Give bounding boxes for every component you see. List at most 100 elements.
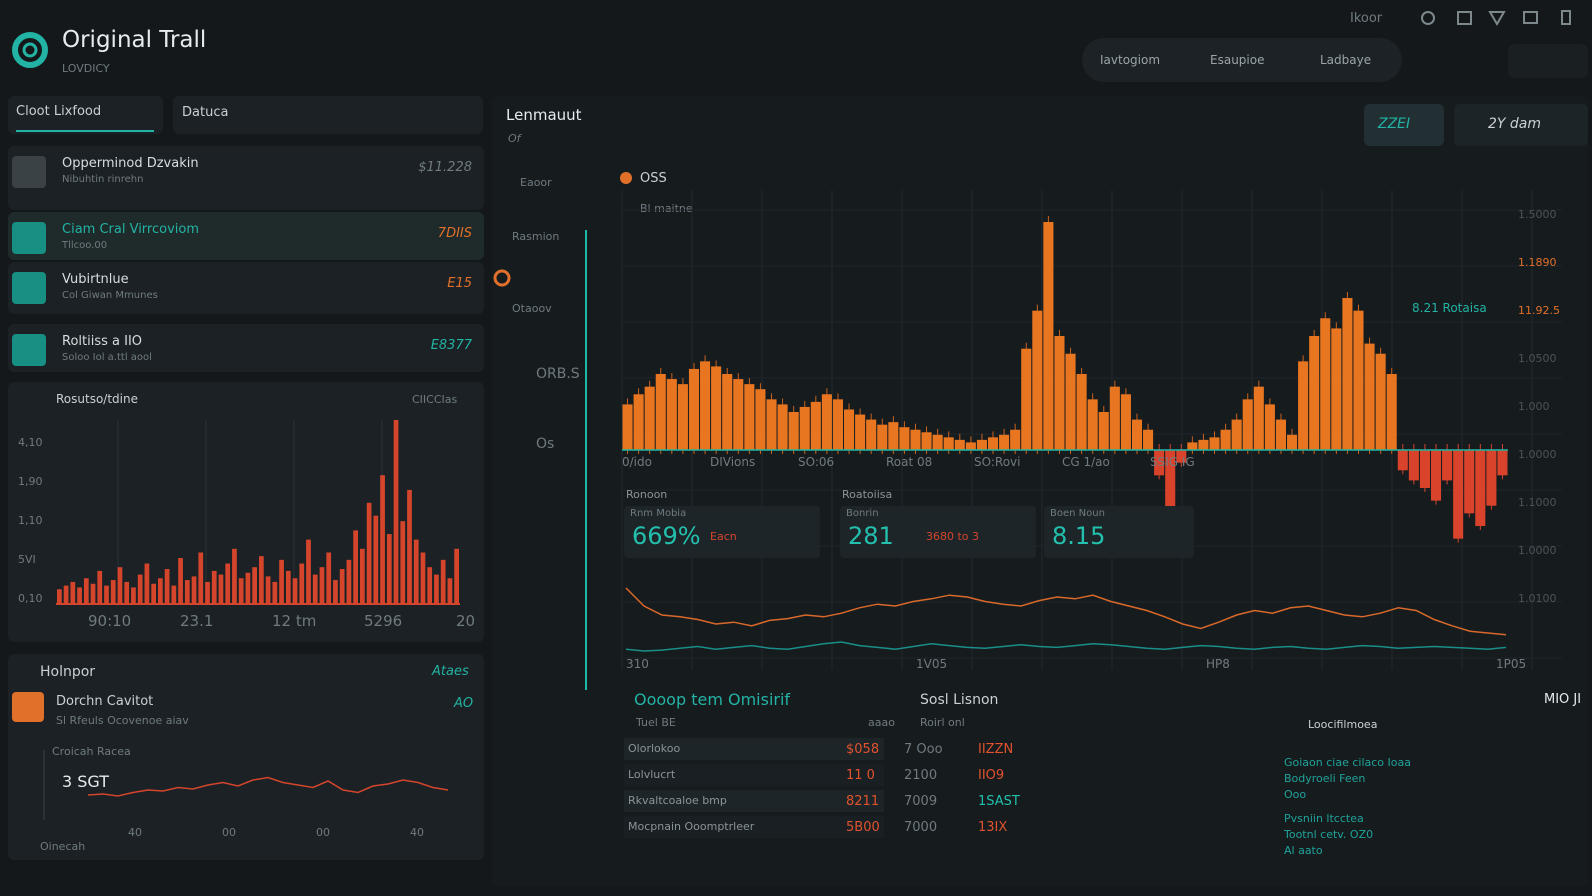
range-button-label[interactable]: 2Y dam <box>1488 116 1542 132</box>
bar <box>799 406 810 450</box>
bar <box>90 583 96 604</box>
bar <box>844 409 855 450</box>
nav-tab[interactable]: Iavtogiom <box>1100 53 1161 67</box>
bar <box>1331 328 1342 450</box>
helper-chart-title: Croicah Racea <box>52 745 131 758</box>
helper-action[interactable]: Ataes <box>432 664 469 679</box>
bar <box>1353 310 1364 450</box>
list-item-sub: Col Giwan Mmunes <box>62 290 158 301</box>
bar <box>1375 353 1386 450</box>
bar <box>353 530 358 604</box>
table-cell: IIZZN <box>978 742 1014 757</box>
x-tick-label: 90:10 <box>88 612 131 630</box>
bar <box>1397 450 1408 471</box>
bar <box>644 386 655 450</box>
bar <box>440 559 446 604</box>
bar <box>380 475 385 604</box>
sidebar-tab[interactable] <box>8 96 163 134</box>
nav-tab[interactable]: Ladbaye <box>1320 53 1372 67</box>
range-button-label[interactable]: ZZEI <box>1378 116 1411 132</box>
bar <box>178 558 183 604</box>
bar <box>1419 450 1430 488</box>
line <box>625 587 1507 636</box>
bar <box>110 580 116 604</box>
sidebar-tab-label[interactable]: Datuca <box>182 105 229 120</box>
nav-tab[interactable]: Esaupioe <box>1210 53 1265 67</box>
bar <box>373 515 379 604</box>
y-tick-label: 1.0000 <box>1518 448 1557 461</box>
bar <box>205 581 210 604</box>
legend-item: Eaoor <box>520 176 552 189</box>
bar <box>788 412 799 450</box>
bar <box>279 559 284 604</box>
bar <box>252 567 257 604</box>
user-name[interactable]: Ikoor <box>1350 11 1383 26</box>
line <box>87 776 449 797</box>
helper-footer[interactable]: Oinecah <box>40 840 86 853</box>
bar <box>1453 450 1464 539</box>
sidebar-tab-label[interactable]: Cloot Lixfood <box>16 104 102 119</box>
bar <box>346 559 352 604</box>
kpi-caption: Rnm Mobia <box>630 508 687 519</box>
note-line: Ooo <box>1284 788 1307 801</box>
list-item-value: $11.228 <box>418 160 472 175</box>
bar <box>1209 437 1220 450</box>
list-item[interactable] <box>8 324 484 372</box>
x-tick-label: 5296 <box>364 612 402 630</box>
legend-swatch <box>620 172 632 184</box>
annotation: 8.21 Rotaisa <box>1412 301 1487 315</box>
bar <box>1231 419 1242 450</box>
helper-item-sub: Sl Rfeuls Ocovenoe aiav <box>56 714 189 727</box>
list-item-sub: Nibuhtin rinrehn <box>62 174 144 185</box>
bar <box>1198 439 1209 450</box>
bar <box>954 439 965 450</box>
bar <box>711 366 722 450</box>
bar <box>999 434 1010 450</box>
sidebar-tab[interactable] <box>173 96 483 134</box>
table-cell: Mocpnain Ooomptrleer <box>628 820 755 833</box>
range-button[interactable] <box>1364 104 1444 146</box>
note-line: Goiaon ciae cilaco Ioaa <box>1284 756 1411 769</box>
list-item-value: E8377 <box>430 338 472 353</box>
bar <box>855 414 866 450</box>
table-cell: Olorlokoo <box>628 742 681 755</box>
sidebar-chart-title: Rosutso/tdine <box>56 392 138 406</box>
bar <box>158 578 163 604</box>
nav-arrows[interactable] <box>1508 44 1588 78</box>
app-subtitle: LOVDICY <box>62 62 110 75</box>
bar <box>1032 310 1043 450</box>
bar <box>407 489 412 604</box>
list-icon <box>12 334 46 366</box>
bar <box>137 574 143 604</box>
side-label: Rasmion <box>512 230 559 243</box>
list-item[interactable] <box>8 146 484 210</box>
kpi-note: Eacn <box>710 530 737 543</box>
kpi-caption: Bonrin <box>846 508 879 519</box>
marker <box>493 269 511 287</box>
bar <box>1043 222 1054 450</box>
list-item[interactable] <box>8 212 484 260</box>
table-cell: 7009 <box>904 794 938 809</box>
bar <box>198 552 204 604</box>
bar <box>1253 386 1264 450</box>
bar <box>700 361 711 450</box>
x-tick-label: SO:Rovi <box>974 455 1020 469</box>
list-item[interactable] <box>8 262 484 314</box>
range-button[interactable] <box>1454 104 1588 146</box>
bar <box>83 578 89 604</box>
bar <box>1187 442 1198 450</box>
side-label: Otaoov <box>512 302 552 315</box>
bar <box>832 399 843 450</box>
note-line: Pvsniin ltcctea <box>1284 812 1364 825</box>
x-tick-label: 12 tm <box>272 612 316 630</box>
x-tick-label: 40 <box>128 826 142 839</box>
x-tick-label: Roat 08 <box>886 455 932 469</box>
table-cell: 2100 <box>904 768 938 783</box>
toolbar-icons <box>1421 10 1571 26</box>
bar <box>1275 419 1286 450</box>
bar <box>766 399 777 450</box>
legend-item: Bl maitne <box>640 202 693 215</box>
bar <box>447 578 453 604</box>
table-cell: 8211 <box>846 794 880 809</box>
